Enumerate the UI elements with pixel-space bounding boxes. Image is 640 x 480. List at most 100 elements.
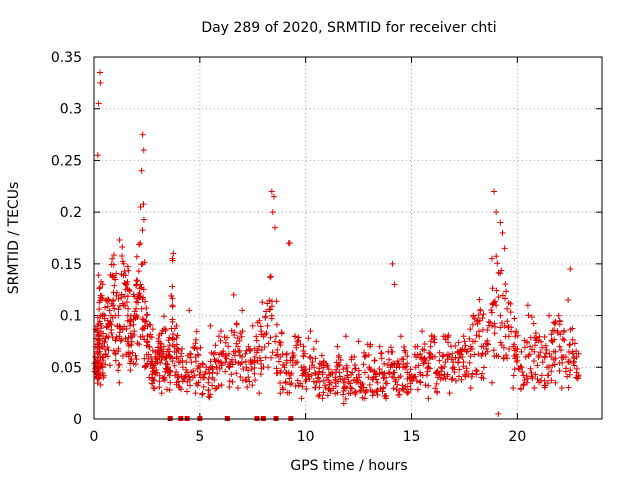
data-point — [538, 372, 545, 379]
data-point — [448, 356, 455, 363]
data-point — [571, 362, 578, 369]
data-point — [404, 390, 411, 397]
data-point — [95, 100, 102, 107]
data-point — [169, 295, 176, 302]
data-point — [245, 374, 252, 381]
data-point — [348, 356, 355, 363]
data-point — [549, 362, 556, 369]
data-point — [467, 345, 474, 352]
data-point — [274, 351, 281, 358]
data-point — [254, 358, 261, 365]
data-point — [389, 260, 396, 267]
data-point — [334, 343, 341, 350]
data-point — [507, 300, 514, 307]
data-point — [134, 314, 141, 321]
data-point — [556, 367, 563, 374]
data-point — [305, 335, 312, 342]
data-point — [322, 382, 329, 389]
data-point — [433, 380, 440, 387]
data-point — [548, 331, 555, 338]
data-point — [324, 392, 331, 399]
data-point — [292, 383, 299, 390]
data-point — [138, 167, 145, 174]
data-point — [268, 315, 275, 322]
data-point — [340, 366, 347, 373]
data-point — [417, 371, 424, 378]
data-point — [242, 350, 249, 357]
data-point — [441, 363, 448, 370]
data-point — [448, 376, 455, 383]
data-point — [265, 364, 272, 371]
data-point — [186, 382, 193, 389]
data-point — [297, 380, 304, 387]
data-point — [127, 367, 134, 374]
data-point — [548, 353, 555, 360]
data-point — [433, 369, 440, 376]
data-point — [360, 384, 367, 391]
data-point — [197, 368, 204, 375]
data-point — [477, 306, 484, 313]
data-point — [402, 383, 409, 390]
data-point — [320, 389, 327, 396]
data-point — [495, 410, 502, 417]
data-point — [458, 376, 465, 383]
data-point — [151, 385, 158, 392]
data-point — [212, 385, 219, 392]
data-point — [541, 353, 548, 360]
data-point — [569, 350, 576, 357]
data-point — [149, 326, 156, 333]
data-point — [223, 334, 230, 341]
data-point — [366, 381, 373, 388]
data-point — [467, 384, 474, 391]
data-point — [326, 379, 333, 386]
data-point — [212, 342, 219, 349]
data-point — [294, 338, 301, 345]
data-point — [373, 388, 380, 395]
data-point — [199, 390, 206, 397]
data-point — [387, 344, 394, 351]
data-point — [146, 344, 153, 351]
data-point — [278, 330, 285, 337]
data-point — [182, 372, 189, 379]
data-point — [519, 369, 526, 376]
data-point — [449, 375, 456, 382]
data-point — [207, 322, 214, 329]
data-point — [528, 314, 535, 321]
data-point — [475, 328, 482, 335]
data-point — [116, 303, 123, 310]
data-point — [394, 381, 401, 388]
data-point — [119, 326, 126, 333]
data-point — [178, 386, 185, 393]
data-point — [140, 216, 147, 223]
data-point — [119, 352, 126, 359]
data-point — [249, 382, 256, 389]
data-point — [144, 339, 151, 346]
data-point — [262, 313, 269, 320]
data-point — [238, 333, 245, 340]
data-point — [561, 337, 568, 344]
data-point — [344, 368, 351, 375]
data-point — [335, 378, 342, 385]
data-point — [288, 370, 295, 377]
data-point — [277, 390, 284, 397]
data-point — [534, 362, 541, 369]
data-point — [461, 346, 468, 353]
data-point — [567, 326, 574, 333]
data-point — [551, 319, 558, 326]
data-point — [566, 349, 573, 356]
data-point — [158, 340, 165, 347]
data-point — [144, 323, 151, 330]
data-point — [118, 253, 125, 260]
data-point — [427, 343, 434, 350]
data-point — [452, 354, 459, 361]
data-point — [403, 388, 410, 395]
data-point — [125, 305, 132, 312]
data-point — [327, 387, 334, 394]
data-point — [383, 393, 390, 400]
data-point — [131, 308, 138, 315]
data-point — [498, 267, 505, 274]
data-point — [166, 372, 173, 379]
data-point — [215, 333, 222, 340]
data-point — [491, 330, 498, 337]
data-point — [283, 350, 290, 357]
